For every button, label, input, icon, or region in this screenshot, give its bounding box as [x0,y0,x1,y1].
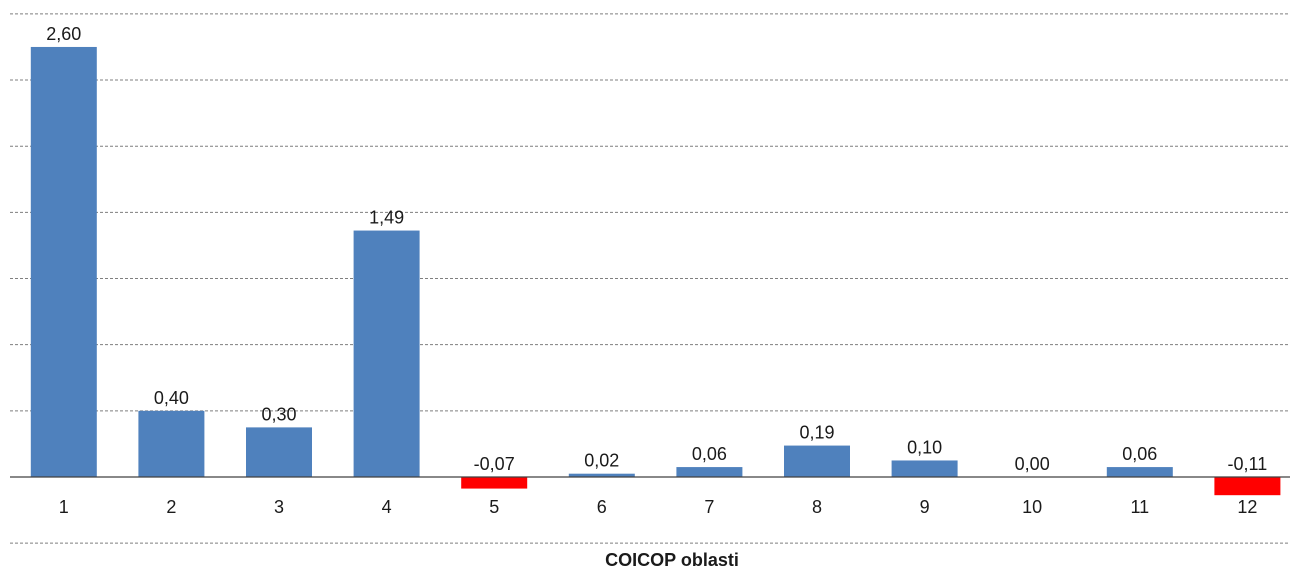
bar-6 [568,473,635,477]
x-tick-label-10: 10 [1022,497,1042,517]
data-label-12: -0,11 [1228,454,1268,474]
data-label-8: 0,19 [799,423,834,443]
data-label-2: 0,40 [154,388,189,408]
data-label-5: -0,07 [474,454,515,474]
bar-2 [138,410,205,477]
x-tick-label-6: 6 [597,497,607,517]
x-tick-label-11: 11 [1130,497,1149,517]
bar-9 [891,460,958,477]
bar-1 [30,46,97,478]
x-tick-label-12: 12 [1237,497,1257,517]
data-label-4: 1,49 [369,208,404,228]
bars [30,46,1281,496]
data-labels: 2,60 0,40 0,30 1,49 -0,07 0,02 0,06 0,19 0,10 0,0… [46,24,1267,474]
bar-4 [353,230,420,477]
x-tick-label-1: 1 [59,497,69,517]
x-tick-label-3: 3 [274,497,284,517]
bar-5 [461,477,528,489]
data-label-9: 0,10 [907,437,942,457]
x-tick-label-2: 2 [166,497,176,517]
data-label-7: 0,06 [692,444,727,464]
x-tick-labels: 1 2 3 4 5 6 7 8 9 10 11 12 [59,497,1258,517]
bar-11 [1106,467,1173,477]
x-tick-label-8: 8 [812,497,822,517]
data-label-6: 0,02 [584,451,619,471]
bar-12 [1214,477,1281,496]
gridlines [10,13,1290,544]
bar-8 [784,445,850,477]
data-label-3: 0,30 [261,404,296,424]
bar-7 [676,467,743,477]
x-tick-label-5: 5 [489,497,499,517]
x-tick-label-4: 4 [382,497,392,517]
data-label-1: 2,60 [46,24,81,44]
data-label-11: 0,06 [1122,444,1157,464]
bar-3 [246,427,312,477]
x-tick-label-9: 9 [920,497,930,517]
data-label-10: 0,00 [1015,454,1050,474]
x-tick-label-7: 7 [704,497,714,517]
x-axis-title: COICOP oblasti [605,550,739,570]
